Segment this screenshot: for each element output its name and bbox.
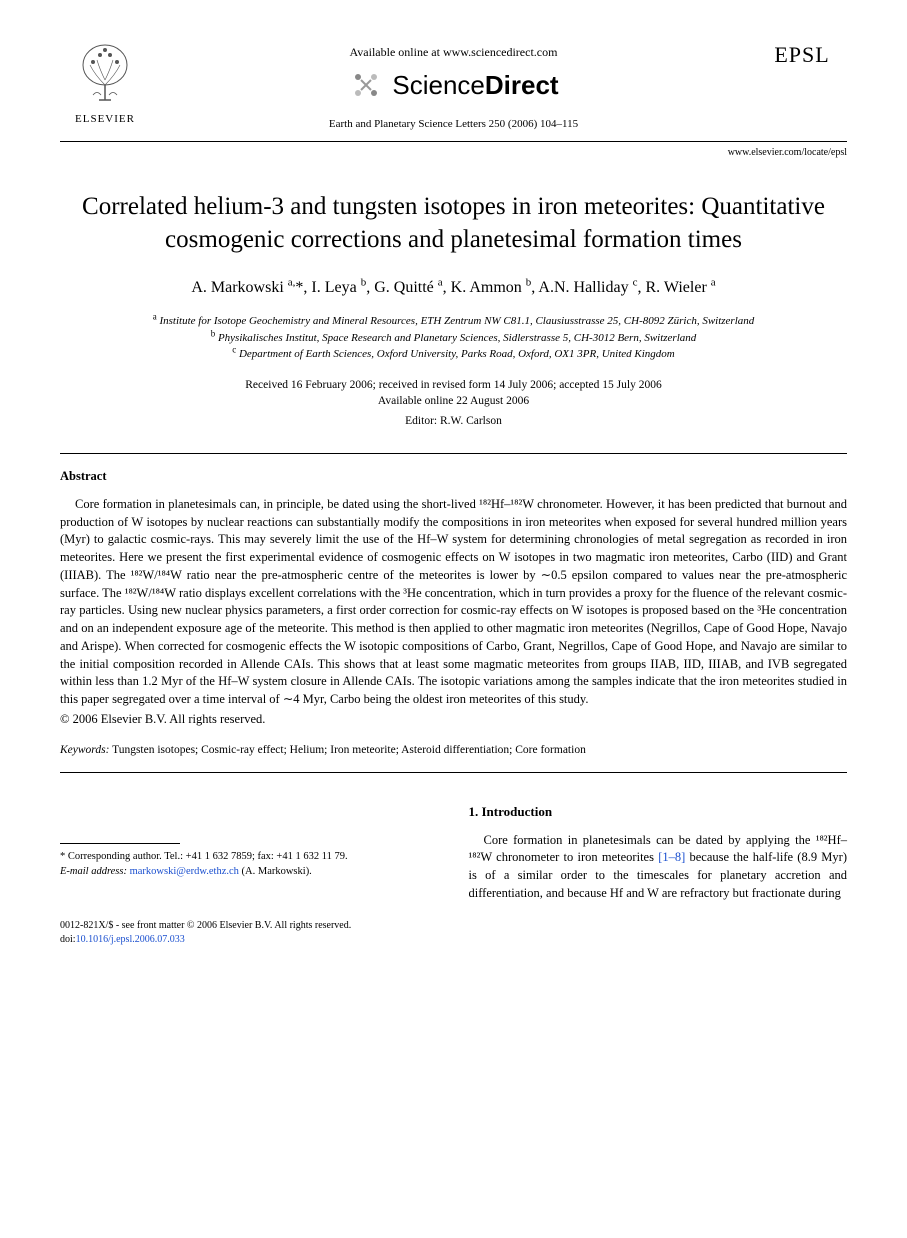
footer-copyright: 0012-821X/$ - see front matter © 2006 El… (60, 919, 847, 933)
doi-label: doi: (60, 934, 76, 945)
footnote-rule (60, 843, 180, 844)
keywords-line: Keywords: Tungsten isotopes; Cosmic-ray … (60, 742, 847, 758)
abstract-text: Core formation in planetesimals can, in … (60, 496, 847, 709)
email-author: (A. Markowski). (242, 866, 312, 877)
intro-heading: 1. Introduction (469, 803, 848, 821)
keywords-label: Keywords: (60, 744, 109, 756)
elsevier-tree-icon (75, 40, 135, 110)
editor-line: Editor: R.W. Carlson (60, 413, 847, 429)
journal-reference: Earth and Planetary Science Letters 250 … (150, 117, 757, 132)
author-list: A. Markowski a,*, I. Leya b, G. Quitté a… (60, 277, 847, 299)
email-link[interactable]: markowski@erdw.ethz.ch (130, 866, 239, 877)
sciencedirect-text: ScienceDirect (392, 67, 558, 103)
sd-plain: Science (392, 70, 485, 100)
article-title: Correlated helium-3 and tungsten isotope… (80, 190, 827, 258)
body-columns: * Corresponding author. Tel.: +41 1 632 … (60, 803, 847, 902)
online-availability-text: Available online at www.sciencedirect.co… (150, 44, 757, 61)
dates-line1: Received 16 February 2006; received in r… (60, 377, 847, 393)
journal-url-row: www.elsevier.com/locate/epsl (60, 146, 847, 160)
header-row: ELSEVIER Available online at www.science… (60, 40, 847, 142)
doi-link[interactable]: 10.1016/j.epsl.2006.07.033 (76, 934, 185, 945)
affiliation-b: b Physikalisches Institut, Space Researc… (60, 330, 847, 347)
left-column: * Corresponding author. Tel.: +41 1 632 … (60, 803, 439, 902)
divider-top (60, 453, 847, 454)
intro-paragraph: Core formation in planetesimals can be d… (469, 832, 848, 903)
corr-author-email-line: E-mail address: markowski@erdw.ethz.ch (… (60, 865, 439, 880)
footer-doi-line: doi:10.1016/j.epsl.2006.07.033 (60, 933, 847, 947)
journal-abbrev-block: EPSL (757, 40, 847, 101)
sciencedirect-icon (348, 67, 384, 103)
corresponding-author-footnote: * Corresponding author. Tel.: +41 1 632 … (60, 850, 439, 879)
publisher-block: ELSEVIER (60, 40, 150, 127)
corr-author-contact: * Corresponding author. Tel.: +41 1 632 … (60, 850, 439, 865)
sd-bold: Direct (485, 70, 559, 100)
abstract-heading: Abstract (60, 468, 847, 486)
journal-abbrev: EPSL (757, 40, 847, 71)
journal-url[interactable]: www.elsevier.com/locate/epsl (728, 146, 847, 160)
affiliations: a Institute for Isotope Geochemistry and… (60, 313, 847, 363)
affiliation-c: c Department of Earth Sciences, Oxford U… (60, 346, 847, 363)
page-container: ELSEVIER Available online at www.science… (0, 0, 907, 977)
page-footer: 0012-821X/$ - see front matter © 2006 El… (60, 919, 847, 947)
publisher-name: ELSEVIER (75, 112, 135, 127)
affiliation-a: a Institute for Isotope Geochemistry and… (60, 313, 847, 330)
divider-bottom (60, 772, 847, 773)
article-dates: Received 16 February 2006; received in r… (60, 377, 847, 409)
keywords-text: Tungsten isotopes; Cosmic-ray effect; He… (112, 744, 586, 756)
sciencedirect-logo: ScienceDirect (150, 67, 757, 103)
center-header: Available online at www.sciencedirect.co… (150, 40, 757, 133)
email-label: E-mail address: (60, 866, 127, 877)
abstract-copyright: © 2006 Elsevier B.V. All rights reserved… (60, 711, 847, 729)
dates-line2: Available online 22 August 2006 (60, 393, 847, 409)
right-column: 1. Introduction Core formation in planet… (469, 803, 848, 902)
citation-link[interactable]: [1–8] (658, 850, 685, 864)
